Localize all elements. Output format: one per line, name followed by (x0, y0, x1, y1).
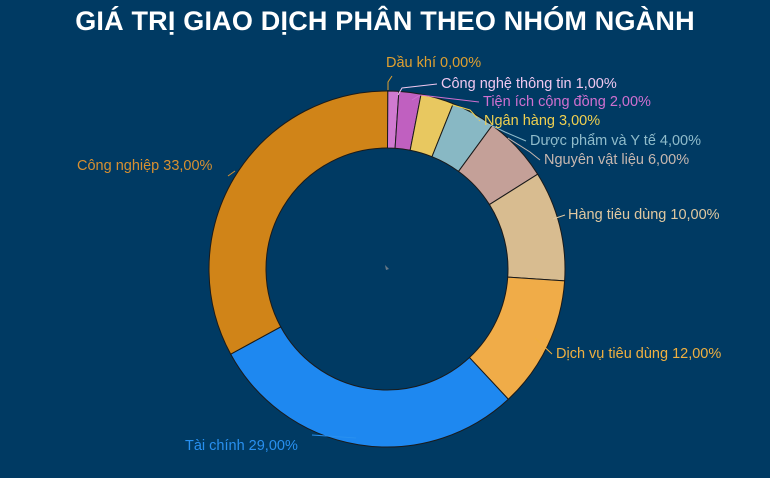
leader-line (475, 117, 527, 142)
leader-line (311, 434, 357, 439)
leader-line (411, 94, 480, 103)
slice-label: Công nghiệp 33,00% (77, 158, 213, 174)
slice-label: Tài chính 29,00% (185, 438, 298, 454)
slice-label: Nguyên vật liệu 6,00% (544, 152, 689, 168)
donut-slice (208, 90, 389, 355)
slice-label: Công nghệ thông tin 1,00% (441, 76, 617, 92)
slice-label: Ngân hàng 3,00% (484, 113, 600, 129)
leader-line (534, 337, 553, 355)
slice-label: Tiện ích cộng đồng 2,00% (483, 94, 651, 110)
leader-line (445, 102, 481, 122)
slice-label: Dầu khí 0,00% (386, 55, 481, 71)
leader-line (507, 137, 541, 161)
center-marker (385, 265, 389, 270)
slice-label: Hàng tiêu dùng 10,00% (568, 207, 720, 223)
slice-label: Dược phẩm và Y tế 4,00% (530, 133, 701, 149)
leader-line (387, 75, 393, 90)
leader-line (552, 214, 566, 220)
leader-line (397, 83, 438, 96)
donut-slice (229, 326, 510, 448)
slice-label: Dịch vụ tiêu dùng 12,00% (556, 346, 721, 362)
chart-title: GIÁ TRỊ GIAO DỊCH PHÂN THEO NHÓM NGÀNH (75, 6, 695, 36)
leader-line (227, 170, 236, 177)
